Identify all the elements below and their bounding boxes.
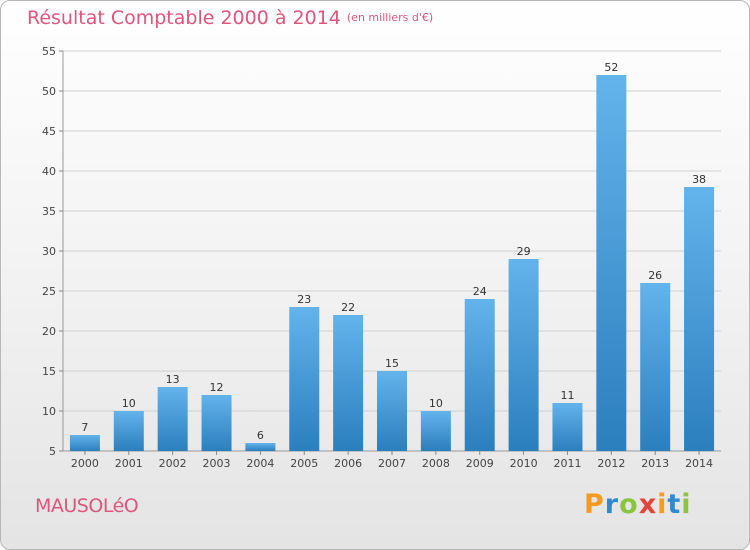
x-tick-label-2004: 2004 bbox=[246, 457, 274, 470]
x-tick-label-2012: 2012 bbox=[597, 457, 625, 470]
x-axis-ticks: 2000 2001 2002 2003 2004 2005 2006 2007 2008 2009… bbox=[71, 451, 713, 470]
data-label-2014: 38 bbox=[692, 173, 706, 186]
x-tick-label-2010: 2010 bbox=[510, 457, 538, 470]
x-tick-label-2011: 2011 bbox=[553, 457, 581, 470]
data-label-2003: 12 bbox=[210, 381, 224, 394]
y-tick-label: 55 bbox=[42, 45, 56, 58]
bar-2014 bbox=[684, 187, 715, 451]
proxiti-logo[interactable]: Proxiti bbox=[584, 489, 692, 520]
bar-2007 bbox=[377, 371, 407, 451]
data-label-2006: 22 bbox=[341, 301, 355, 314]
x-tick-label-2003: 2003 bbox=[203, 457, 231, 470]
bar-2000 bbox=[69, 435, 100, 451]
data-label-2005: 23 bbox=[297, 293, 311, 306]
y-axis-ticks: 5 10 15 20 25 30 35 40 45 50 55 bbox=[42, 45, 63, 458]
y-tick-label: 40 bbox=[42, 165, 56, 178]
data-label-2012: 52 bbox=[604, 61, 618, 74]
bar-2006 bbox=[333, 315, 364, 451]
logo-letter: o bbox=[619, 489, 639, 520]
bar-2010 bbox=[508, 259, 539, 451]
logo-letter: r bbox=[604, 489, 620, 520]
x-tick-label-2005: 2005 bbox=[290, 457, 318, 470]
data-label-2013: 26 bbox=[648, 269, 662, 282]
chart-title: Résultat Comptable 2000 à 2014 (en millie… bbox=[27, 7, 433, 29]
y-tick-label: 20 bbox=[42, 325, 56, 338]
bar-2012 bbox=[596, 75, 627, 451]
logo-letter: x bbox=[638, 489, 658, 520]
x-tick-label-2014: 2014 bbox=[685, 457, 713, 470]
y-tick-label: 45 bbox=[42, 125, 56, 138]
bars bbox=[69, 75, 715, 451]
bar-2008 bbox=[420, 411, 451, 451]
x-tick-label-2013: 2013 bbox=[641, 457, 669, 470]
logo-letter: i bbox=[681, 489, 692, 520]
bar-2013 bbox=[640, 283, 671, 451]
bar-2001 bbox=[113, 411, 144, 451]
bar-2002 bbox=[157, 387, 188, 451]
x-tick-label-2007: 2007 bbox=[378, 457, 406, 470]
x-tick-label-2001: 2001 bbox=[115, 457, 143, 470]
bar-2005 bbox=[289, 307, 320, 451]
y-tick-label: 10 bbox=[42, 405, 56, 418]
y-tick-label: 25 bbox=[42, 285, 56, 298]
data-label-2002: 13 bbox=[166, 373, 180, 386]
logo-letter: t bbox=[667, 489, 682, 520]
data-label-2011: 11 bbox=[560, 389, 574, 402]
x-tick-label-2000: 2000 bbox=[71, 457, 99, 470]
data-label-2008: 10 bbox=[429, 397, 443, 410]
data-labels: 7 10 13 12 6 23 22 15 10 24 29 11 52 26 38 bbox=[81, 61, 706, 442]
data-label-2000: 7 bbox=[81, 421, 88, 434]
bar-2009 bbox=[464, 299, 495, 451]
data-label-2010: 29 bbox=[517, 245, 531, 258]
bar-2003 bbox=[201, 395, 232, 451]
data-label-2009: 24 bbox=[473, 285, 487, 298]
bar-2011 bbox=[552, 403, 583, 451]
y-tick-label: 50 bbox=[42, 85, 56, 98]
x-tick-label-2008: 2008 bbox=[422, 457, 450, 470]
x-tick-label-2002: 2002 bbox=[159, 457, 187, 470]
y-tick-label: 15 bbox=[42, 365, 56, 378]
chart-title-text: Résultat Comptable 2000 à 2014 bbox=[27, 7, 341, 29]
bar-2004 bbox=[245, 443, 276, 451]
logo-letter: i bbox=[657, 489, 668, 520]
y-tick-label: 35 bbox=[42, 205, 56, 218]
data-label-2004: 6 bbox=[257, 429, 264, 442]
x-tick-label-2006: 2006 bbox=[334, 457, 362, 470]
logo-letter: P bbox=[584, 489, 605, 520]
x-tick-label-2009: 2009 bbox=[466, 457, 494, 470]
commune-name: MAUSOLéO bbox=[35, 495, 139, 517]
chart-subtitle: (en milliers d'€) bbox=[346, 11, 434, 24]
y-tick-label: 30 bbox=[42, 245, 56, 258]
data-label-2001: 10 bbox=[122, 397, 136, 410]
y-tick-label: 5 bbox=[49, 445, 56, 458]
data-label-2007: 15 bbox=[385, 357, 399, 370]
